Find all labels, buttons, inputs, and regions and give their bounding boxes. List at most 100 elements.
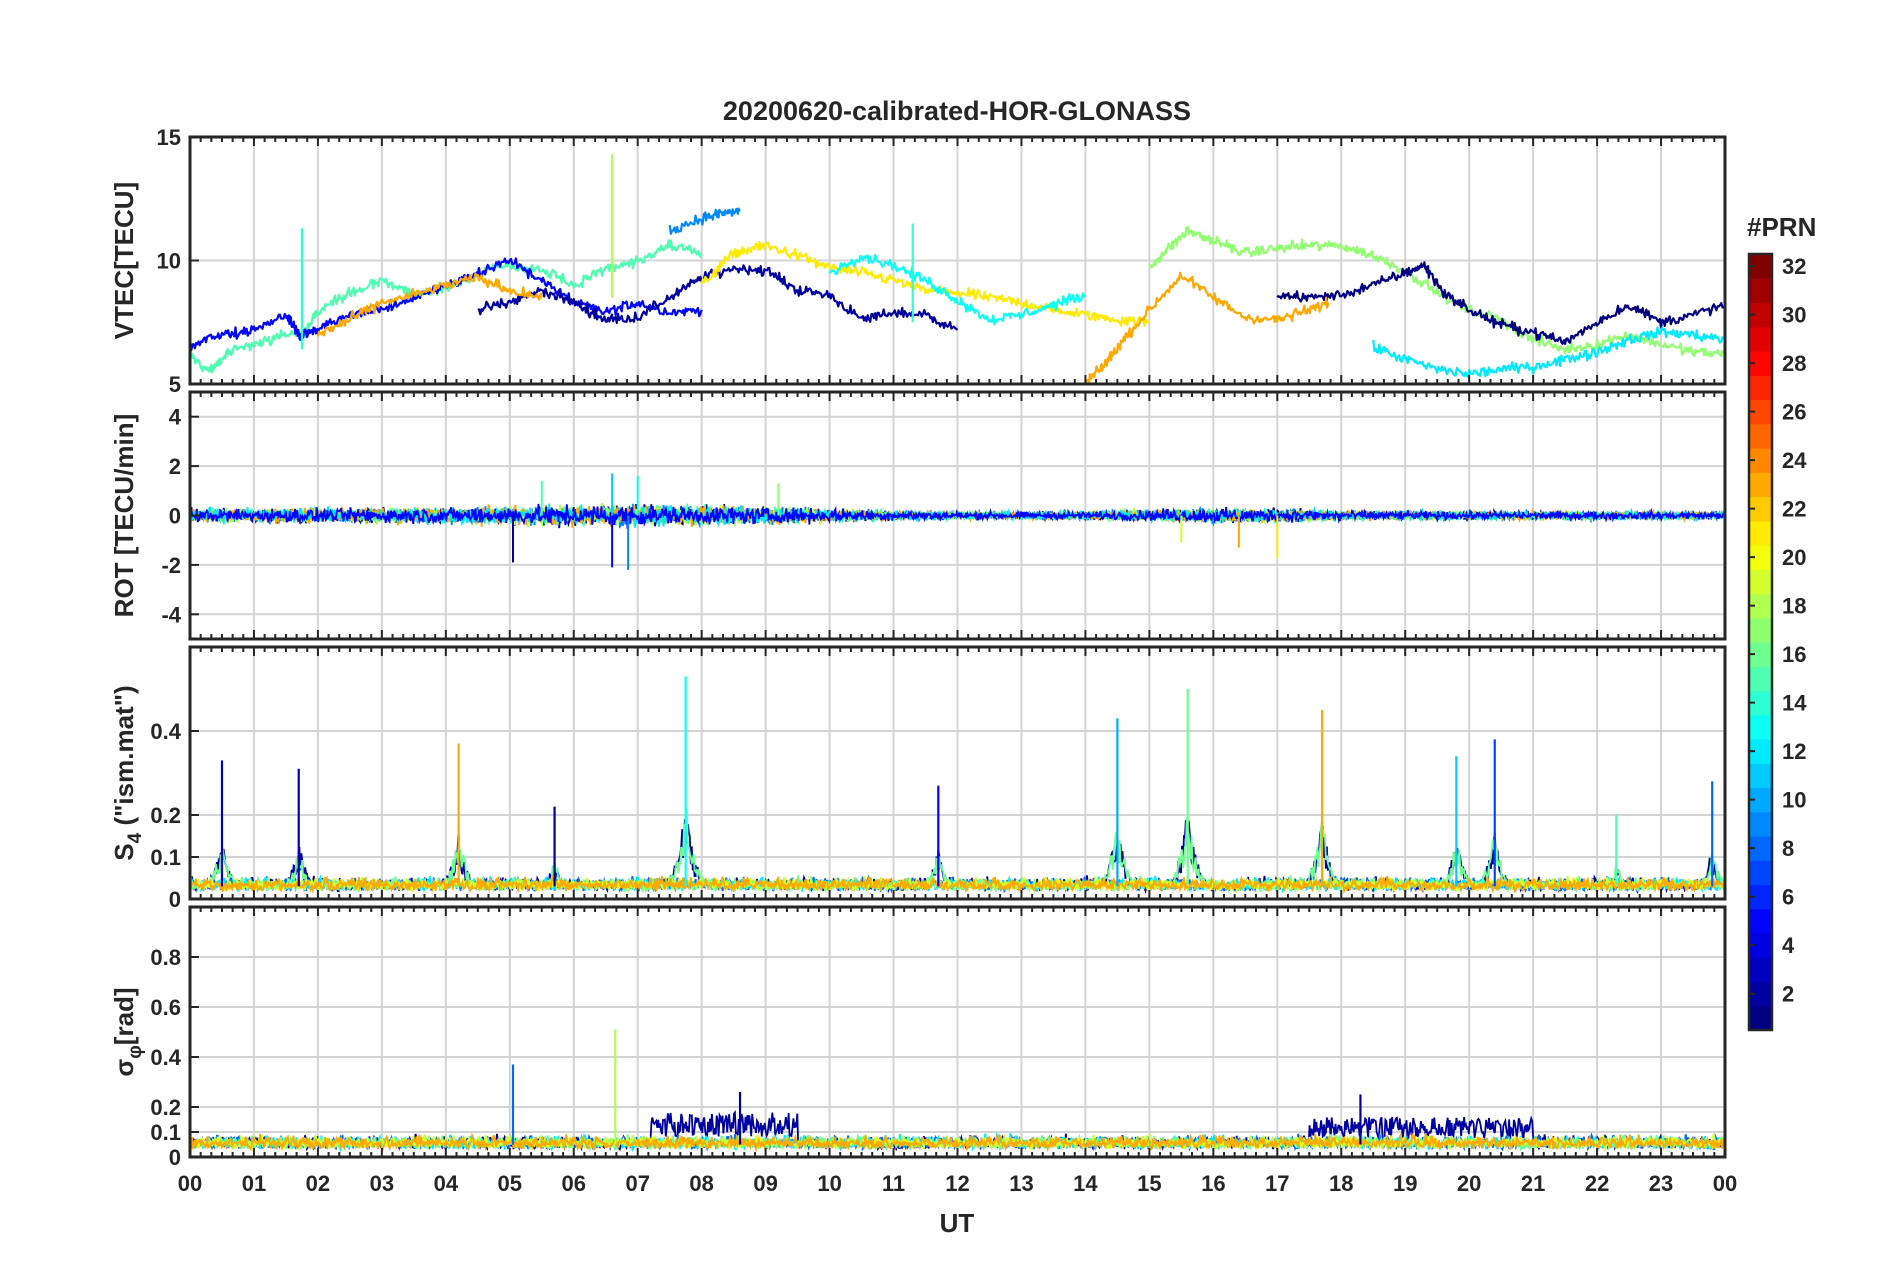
x-tick-label: 08 — [689, 1171, 713, 1196]
colorbar-segment — [1749, 254, 1772, 279]
rot-y-tick-label: 4 — [169, 405, 182, 430]
sigma_phi-y-tick-label: 0 — [169, 1145, 181, 1170]
s4-y-axis-label-sub: 4 — [125, 832, 146, 843]
colorbar-segment — [1749, 399, 1772, 425]
colorbar-segment — [1749, 448, 1772, 473]
colorbar-segment — [1749, 666, 1772, 692]
colorbar-segment — [1749, 1005, 1772, 1031]
sigma_phi-series-line — [190, 1131, 1725, 1153]
panel-s4: 00.10.20.4S4 ("ism.mat") — [109, 645, 1727, 912]
rot-y-tick-label: -2 — [161, 553, 181, 578]
x-tick-label: 20 — [1457, 1171, 1481, 1196]
x-tick-label: 00 — [178, 1171, 202, 1196]
sigma_phi-y-tick-label: 0.6 — [150, 995, 181, 1020]
s4-series-line — [190, 874, 1725, 895]
colorbar-tick-label: 26 — [1782, 400, 1806, 425]
sigma_phi-y-axis-label-rest: [rad] — [109, 987, 139, 1045]
colorbar-segment — [1749, 351, 1772, 376]
panel-vtec: 5 10 15 VTEC[TECU] — [109, 125, 1727, 397]
s4-y-tick-label: 0.4 — [150, 719, 181, 744]
x-tick-label: 21 — [1521, 1171, 1545, 1196]
colorbar-segment — [1749, 593, 1772, 619]
vtec-series-line — [700, 241, 1150, 328]
s4-y-axis-label: S4 ("ism.mat") — [109, 685, 146, 860]
colorbar-tick-label: 24 — [1782, 448, 1807, 473]
colorbar-tick-label: 18 — [1782, 594, 1806, 619]
colorbar-tick-label: 6 — [1782, 885, 1794, 910]
colorbar-tick-label: 2 — [1782, 982, 1794, 1007]
x-tick-label: 13 — [1009, 1171, 1033, 1196]
rot-y-tick-label: 2 — [169, 454, 181, 479]
vtec-y-axis-label: VTEC[TECU] — [109, 182, 139, 339]
colorbar-segment — [1749, 860, 1772, 886]
colorbar-segment — [1749, 569, 1772, 595]
colorbar-tick-label: 8 — [1782, 836, 1794, 861]
vtec-series — [190, 154, 1725, 384]
x-axis-label: UT — [940, 1208, 975, 1238]
colorbar-segment — [1749, 714, 1772, 740]
chart-title: 20200620-calibrated-HOR-GLONASS — [723, 96, 1191, 126]
x-tick-label: 14 — [1073, 1171, 1098, 1196]
x-tick-label: 06 — [562, 1171, 586, 1196]
x-tick-label: 22 — [1585, 1171, 1609, 1196]
colorbar-tick-label: 14 — [1782, 691, 1807, 716]
colorbar-segment — [1749, 811, 1772, 837]
sigma_phi-y-tick-label: 0.8 — [150, 945, 181, 970]
vtec-series-line — [1084, 271, 1330, 384]
vtec-y-tick-label: 15 — [157, 125, 181, 150]
x-tick-label: 05 — [498, 1171, 522, 1196]
x-tick-label: 02 — [306, 1171, 330, 1196]
colorbar-label: #PRN — [1747, 212, 1816, 242]
s4-y-tick-label: 0.2 — [150, 803, 181, 828]
sigma_phi-y-axis-label-main: σ — [109, 1059, 139, 1077]
colorbar-tick-label: 10 — [1782, 788, 1806, 813]
x-tick-label: 11 — [882, 1171, 905, 1196]
colorbar-frame — [1747, 252, 1774, 1032]
x-tick-label: 19 — [1393, 1171, 1417, 1196]
sigma_phi-y-tick-label: 0.4 — [150, 1045, 181, 1070]
colorbar-segment — [1749, 520, 1772, 546]
x-tick-label: 01 — [242, 1171, 266, 1196]
x-tick-label: 17 — [1265, 1171, 1289, 1196]
colorbar-segment — [1749, 957, 1772, 983]
x-tick-label: 09 — [753, 1171, 777, 1196]
rot-y-tick-label: 0 — [169, 504, 181, 529]
x-tick-label: 18 — [1329, 1171, 1353, 1196]
x-tick-label: 15 — [1137, 1171, 1161, 1196]
colorbar-segment — [1749, 375, 1772, 401]
x-tick-label: 16 — [1201, 1171, 1225, 1196]
vtec-y-tick-label: 5 — [169, 372, 181, 397]
x-tick-label: 23 — [1649, 1171, 1673, 1196]
vtec-series-line — [1276, 261, 1725, 345]
panel-rot: -4 -2 0 2 4 ROT [TECU/min] — [109, 390, 1727, 641]
x-tick-label: 07 — [625, 1171, 649, 1196]
vtec-y-tick-label: 10 — [157, 249, 181, 274]
x-tick-label: 12 — [945, 1171, 969, 1196]
vtec-series-line — [1148, 225, 1725, 358]
vtec-series-line — [1372, 326, 1725, 379]
x-tick-label: 00 — [1713, 1171, 1737, 1196]
colorbar-tick-label: 12 — [1782, 739, 1806, 764]
rot-series — [190, 473, 1725, 570]
panel-sigma_phi: 00.10.20.40.60.8σφ[rad] — [109, 905, 1727, 1170]
colorbar-tick-label: 22 — [1782, 497, 1806, 522]
colorbar-segment — [1749, 933, 1772, 958]
s4-y-tick-label: 0.1 — [150, 845, 181, 870]
colorbar-segment — [1749, 496, 1772, 522]
x-tick-label: 04 — [434, 1171, 459, 1196]
colorbar-segment — [1749, 423, 1772, 449]
sigma_phi-series — [190, 1029, 1725, 1153]
sigma_phi-y-tick-label: 0.2 — [150, 1095, 181, 1120]
colorbar-segment — [1749, 302, 1772, 328]
vtec-series-line — [316, 272, 543, 337]
x-tick-label: 03 — [370, 1171, 394, 1196]
vtec-series-line — [190, 257, 703, 352]
rot-y-tick-label: -4 — [161, 602, 181, 627]
colorbar-segment — [1749, 836, 1772, 861]
sigma_phi-y-tick-label: 0.1 — [150, 1120, 181, 1145]
colorbar-segment — [1749, 278, 1772, 304]
colorbar-tick-label: 20 — [1782, 545, 1806, 570]
